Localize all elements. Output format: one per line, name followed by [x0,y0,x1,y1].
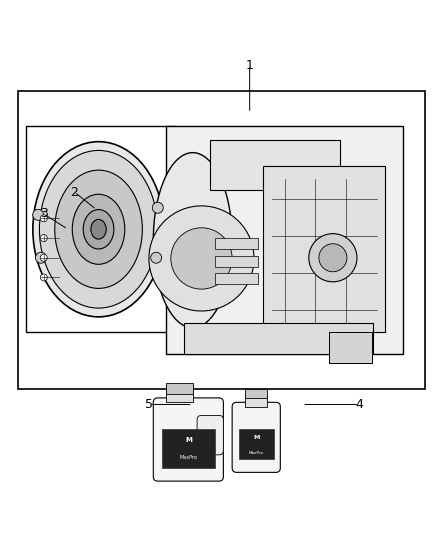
Bar [26,126,175,332]
Circle shape [171,228,232,289]
Bar [166,383,193,393]
Bar [215,238,258,249]
Text: 3: 3 [40,207,48,221]
Ellipse shape [91,220,106,239]
Bar [215,273,258,284]
Text: 5: 5 [145,398,153,411]
Bar [239,429,274,459]
Text: 1: 1 [246,59,254,71]
Circle shape [40,274,47,281]
Text: MaxPro: MaxPro [180,455,197,459]
Ellipse shape [152,202,163,213]
Bar [166,385,193,402]
Text: M: M [253,435,259,440]
Circle shape [40,254,47,261]
Bar [166,126,403,354]
Bar [328,332,372,363]
FancyBboxPatch shape [197,415,223,455]
Ellipse shape [39,150,158,308]
Ellipse shape [55,170,142,288]
Ellipse shape [72,194,125,264]
Text: 4: 4 [355,398,363,411]
Circle shape [40,215,47,222]
Circle shape [149,206,254,311]
Ellipse shape [33,142,164,317]
FancyBboxPatch shape [232,402,280,472]
Bar [245,389,267,398]
Ellipse shape [35,252,46,263]
Text: M: M [185,437,192,442]
Bar [18,91,425,389]
Bar [184,324,373,354]
Bar [263,166,385,332]
Bar [245,393,267,407]
Circle shape [319,244,347,272]
Ellipse shape [151,252,162,263]
Ellipse shape [33,209,44,220]
Circle shape [309,233,357,282]
Ellipse shape [153,152,232,328]
Bar [210,140,340,190]
FancyBboxPatch shape [153,398,223,481]
Text: 2: 2 [71,185,78,198]
Circle shape [40,235,47,241]
Text: MaxPro: MaxPro [249,450,264,455]
Bar [215,255,258,266]
Ellipse shape [83,209,114,249]
Bar [162,429,215,468]
